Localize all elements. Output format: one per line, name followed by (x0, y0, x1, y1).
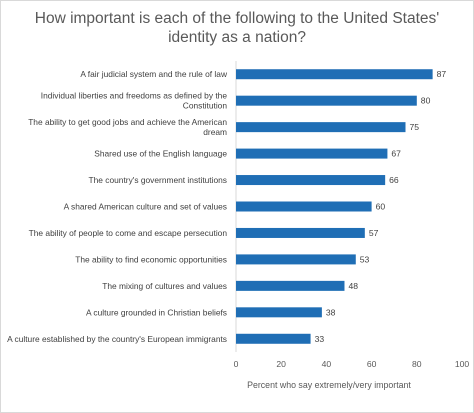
category-label: The mixing of cultures and values (102, 281, 227, 291)
category-label: The ability to get good jobs and achieve… (28, 117, 227, 137)
bar (236, 96, 417, 106)
bar (236, 307, 322, 317)
category-label: The country's government institutions (89, 175, 227, 185)
bar (236, 334, 311, 344)
bar (236, 254, 356, 264)
bar-value-label: 66 (389, 175, 399, 185)
category-label: Individual liberties and freedoms as def… (41, 91, 228, 111)
category-label: A shared American culture and set of val… (64, 202, 227, 212)
bar (236, 69, 433, 79)
bar (236, 122, 406, 132)
bar-value-label: 60 (376, 202, 386, 212)
bar-value-label: 33 (315, 334, 325, 344)
x-tick-label: 0 (234, 359, 239, 369)
category-label: Shared use of the English language (94, 149, 227, 159)
bar (236, 202, 372, 212)
bar-value-label: 67 (391, 149, 401, 159)
category-label: The ability to find economic opportuniti… (75, 254, 227, 264)
bar-value-label: 87 (437, 69, 447, 79)
x-tick-label: 60 (367, 359, 377, 369)
x-axis-label: Percent who say extremely/very important (247, 380, 411, 390)
bar (236, 175, 385, 185)
category-label: A culture grounded in Christian beliefs (86, 307, 227, 317)
category-label: The ability of people to come and escape… (29, 228, 228, 238)
bar (236, 149, 387, 159)
bar (236, 228, 365, 238)
category-label: A culture established by the country's E… (7, 334, 227, 344)
x-tick-label: 40 (322, 359, 332, 369)
bar-value-label: 80 (421, 96, 431, 106)
category-label: A fair judicial system and the rule of l… (80, 69, 228, 79)
x-tick-label: 20 (276, 359, 286, 369)
bar-value-label: 75 (410, 122, 420, 132)
x-tick-label: 100 (455, 359, 470, 369)
bar-value-label: 48 (348, 281, 358, 291)
bar (236, 281, 344, 291)
x-tick-label: 80 (412, 359, 422, 369)
bar-value-label: 38 (326, 307, 336, 317)
bar-value-label: 57 (369, 228, 379, 238)
bar-value-label: 53 (360, 254, 370, 264)
